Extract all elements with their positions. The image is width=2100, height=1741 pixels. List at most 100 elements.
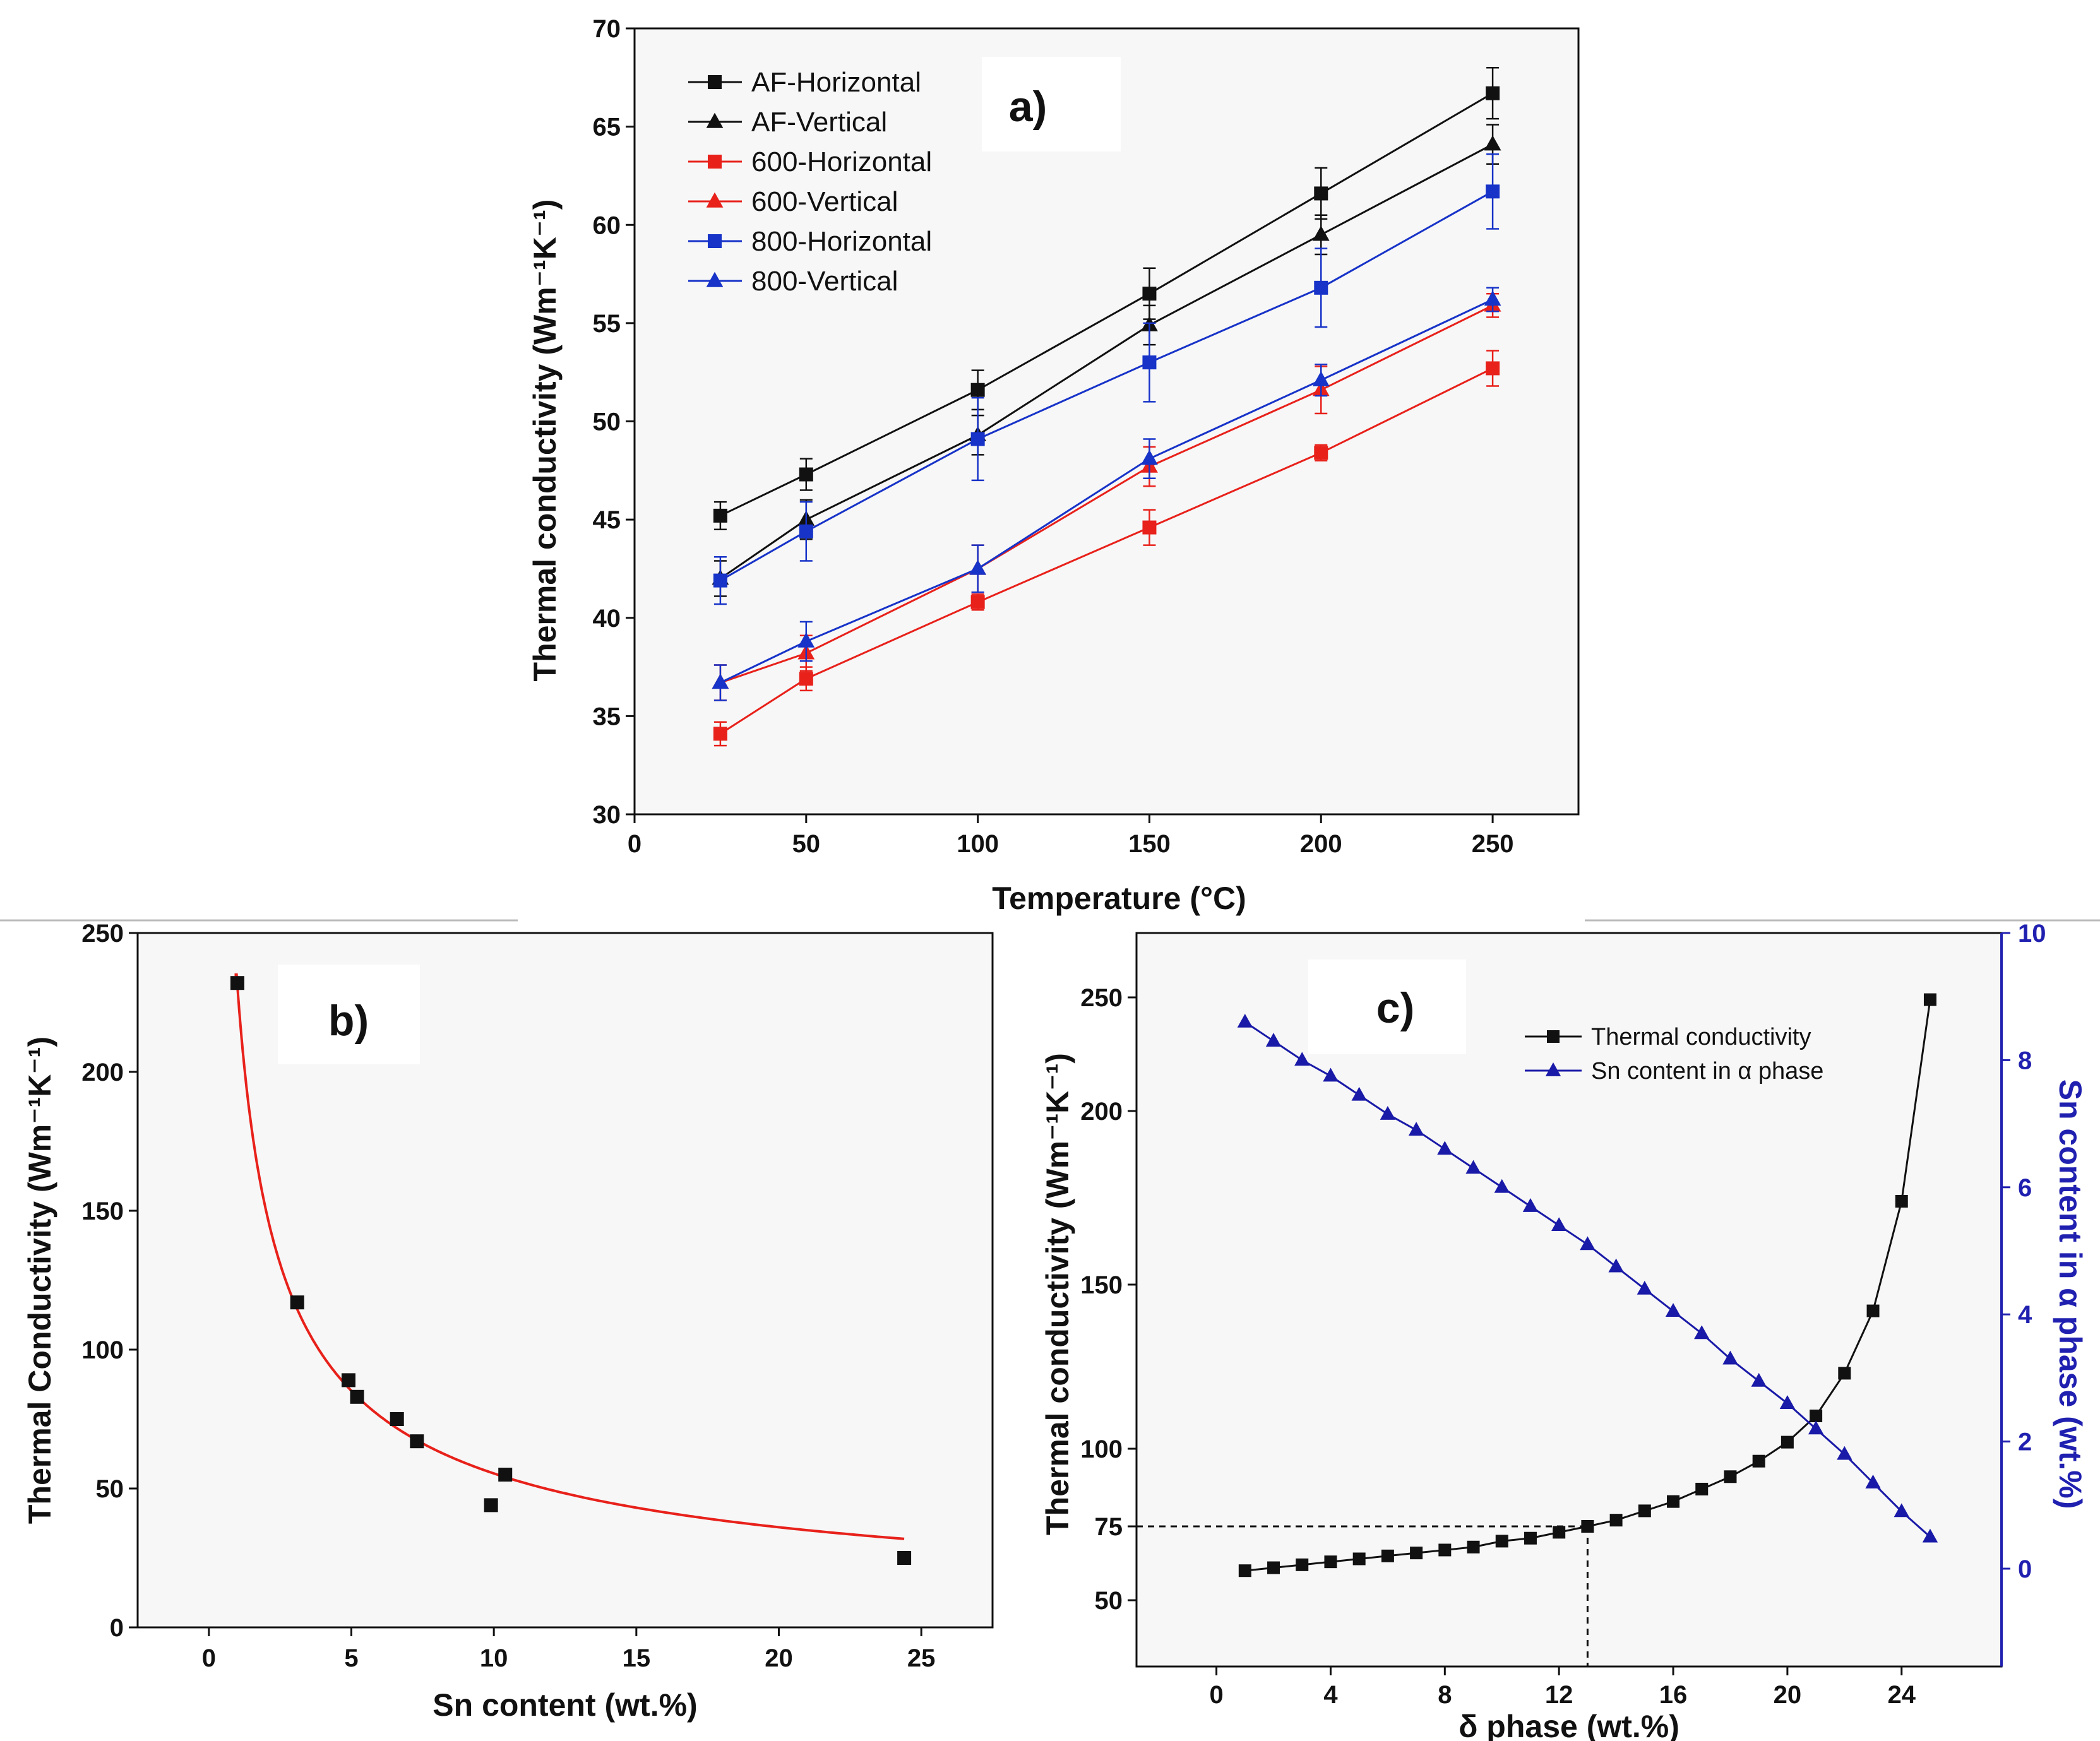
plot-frame — [136, 932, 994, 1629]
data-point — [1667, 1495, 1680, 1508]
x-axis-label: Temperature (°C) — [992, 881, 1246, 916]
y-tick-label: 75 — [1095, 1513, 1123, 1541]
data-point — [390, 1412, 404, 1426]
data-point — [799, 467, 813, 482]
y-tick-label: 200 — [81, 1059, 124, 1086]
data-point — [1294, 1052, 1310, 1066]
y-axis-label: Thermal conductivity (Wm⁻¹K⁻¹) — [1040, 1053, 1075, 1535]
legend-label: AF-Vertical — [751, 107, 887, 138]
y-tick-label: 250 — [1080, 984, 1123, 1012]
y-tick-label: 50 — [1095, 1587, 1123, 1615]
data-point — [1312, 371, 1330, 386]
data-point — [1808, 1420, 1824, 1435]
y-tick-label: 55 — [593, 310, 621, 338]
data-point — [1551, 1217, 1567, 1232]
y-right-tick-label: 8 — [2018, 1047, 2032, 1074]
data-point — [970, 595, 985, 609]
legend-marker — [706, 192, 724, 208]
data-point — [1314, 186, 1328, 201]
panel-label-bg — [1308, 960, 1466, 1054]
data-point — [1608, 1258, 1624, 1273]
data-point — [1437, 1141, 1453, 1155]
legend-marker — [706, 112, 724, 128]
data-point — [498, 1468, 513, 1482]
legend-marker — [706, 271, 724, 287]
plot-frame — [1135, 932, 2003, 1668]
data-point — [1810, 1410, 1823, 1422]
series-line — [720, 92, 1493, 517]
x-tick-label: 0 — [202, 1644, 216, 1672]
data-point — [713, 508, 727, 523]
legend-label: 800-Horizontal — [751, 226, 932, 257]
legend-marker — [1545, 1062, 1561, 1076]
series-line — [720, 299, 1493, 684]
legend-label: AF-Horizontal — [751, 67, 921, 98]
legend-marker — [708, 155, 722, 169]
data-point — [1580, 1236, 1596, 1251]
data-point — [1553, 1526, 1566, 1539]
data-point — [1265, 1033, 1282, 1047]
x-tick-label: 15 — [623, 1644, 651, 1672]
y-right-tick-label: 10 — [2018, 920, 2046, 948]
x-tick-label: 16 — [1659, 1681, 1688, 1709]
data-point — [1408, 1122, 1424, 1136]
x-axis-label: Sn content (wt.%) — [433, 1687, 697, 1723]
data-point — [1895, 1195, 1908, 1208]
plot-frame — [633, 27, 1580, 816]
data-point — [1524, 1531, 1537, 1545]
data-point — [1467, 1540, 1480, 1554]
data-point — [1779, 1395, 1796, 1409]
data-point — [713, 573, 727, 588]
data-point — [1314, 446, 1328, 460]
data-point — [1486, 86, 1500, 100]
legend-marker — [708, 75, 722, 89]
y-right-tick-label: 0 — [2018, 1555, 2032, 1583]
data-point — [341, 1373, 355, 1387]
y-right-tick-label: 4 — [2018, 1301, 2032, 1329]
x-tick-label: 20 — [1774, 1681, 1802, 1709]
y-tick-label: 200 — [1080, 1098, 1123, 1126]
x-tick-label: 0 — [628, 830, 641, 858]
y-tick-label: 0 — [110, 1614, 124, 1642]
data-point — [1494, 1179, 1510, 1193]
data-point — [1724, 1470, 1737, 1483]
data-point — [1484, 290, 1501, 306]
x-tick-label: 100 — [957, 830, 999, 858]
data-point — [1351, 1086, 1367, 1101]
data-point — [1837, 1446, 1852, 1460]
data-point — [1694, 1325, 1710, 1340]
y-right-tick-label: 2 — [2018, 1429, 2032, 1456]
x-tick-label: 10 — [480, 1644, 508, 1672]
data-point — [1637, 1280, 1652, 1295]
data-point — [1410, 1547, 1423, 1560]
data-point — [1141, 449, 1158, 465]
data-point — [1267, 1561, 1280, 1574]
data-point — [970, 432, 985, 446]
legend-label: Thermal conductivity — [1591, 1024, 1811, 1050]
data-point — [1781, 1435, 1794, 1449]
x-tick-label: 200 — [1300, 830, 1342, 858]
data-point — [1238, 1564, 1251, 1578]
y-tick-label: 150 — [81, 1197, 124, 1225]
x-tick-label: 5 — [344, 1644, 358, 1672]
legend-marker — [1547, 1030, 1560, 1043]
data-point — [1465, 1160, 1481, 1174]
data-point — [1381, 1549, 1394, 1562]
data-point — [1438, 1543, 1452, 1557]
fit-curve — [234, 973, 905, 1540]
chart-a: 0 50 100 150 200 250 30 35 40 45 50 55 60 65 70 Tempera… — [527, 15, 1580, 916]
y-tick-label: 35 — [593, 703, 621, 730]
data-point — [1638, 1504, 1651, 1518]
legend-marker — [708, 234, 722, 248]
panel-label: b) — [328, 997, 369, 1045]
legend-label: 600-Horizontal — [751, 146, 932, 177]
x-tick-label: 8 — [1438, 1681, 1452, 1709]
data-point — [970, 383, 985, 397]
y-tick-label: 50 — [593, 408, 621, 436]
data-point — [1323, 1067, 1339, 1082]
data-point — [1312, 225, 1330, 241]
legend-label: 800-Vertical — [751, 266, 898, 297]
data-point — [1752, 1454, 1765, 1468]
data-point — [1484, 135, 1501, 151]
